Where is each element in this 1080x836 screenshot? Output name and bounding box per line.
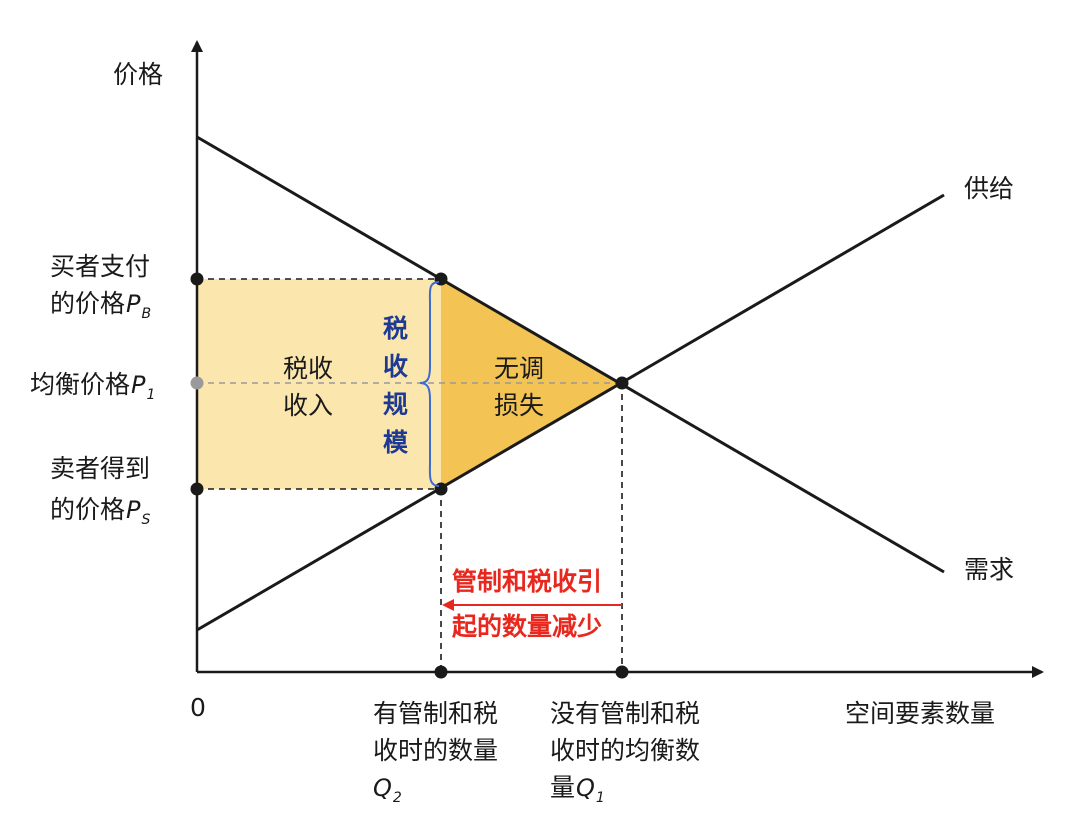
deadweight-loss-label-line2: 损失 <box>494 391 544 420</box>
deadweight-loss-area <box>441 279 622 489</box>
equilibrium-price-label: 均衡价格P1 <box>30 370 155 403</box>
demand-tax-point <box>434 272 448 286</box>
tax-revenue-label-line1: 税收 <box>283 354 333 383</box>
origin-label: 0 <box>190 693 206 722</box>
x-axis-label: 空间要素数量 <box>845 699 995 728</box>
tax-size-char-1: 税 <box>383 314 408 343</box>
q2-label-line2: 收时的数量 <box>373 736 498 765</box>
q2-symbol: Q2 <box>373 774 402 806</box>
seller-price-point <box>190 482 204 496</box>
equilibrium-point <box>615 376 629 390</box>
tax-size-char-2: 收 <box>383 352 408 381</box>
demand-curve <box>196 135 945 574</box>
guide-lines <box>197 278 623 672</box>
quantity-reduction-label-line2: 起的数量减少 <box>452 612 602 641</box>
q1-label-line3: 量Q1 <box>550 773 605 806</box>
y-axis-label: 价格 <box>113 60 163 89</box>
supply-tax-point <box>434 482 448 496</box>
deadweight-loss-label-line1: 无调 <box>494 354 544 383</box>
q2-point <box>434 665 448 679</box>
demand-label: 需求 <box>964 555 1014 584</box>
supply-label: 供给 <box>964 174 1014 203</box>
q1-point <box>615 665 629 679</box>
quantity-reduction-label-line1: 管制和税收引 <box>452 567 602 596</box>
seller-price-label-line1: 卖者得到 <box>50 454 150 483</box>
equilibrium-price-point <box>190 376 204 390</box>
buyer-price-label-line1: 买者支付 <box>50 252 150 281</box>
buyer-price-point <box>190 272 204 286</box>
q2-label-line1: 有管制和税 <box>373 699 498 728</box>
tax-size-brace <box>419 281 440 487</box>
tax-size-char-4: 模 <box>383 428 409 457</box>
supply-curve <box>196 193 945 632</box>
q1-label-line1: 没有管制和税 <box>550 699 700 728</box>
buyer-price-label-line2: 的价格PB <box>50 289 151 322</box>
tax-revenue-label-line2: 收入 <box>283 391 333 420</box>
q1-label-line2: 收时的均衡数 <box>550 736 700 765</box>
tax-size-char-3: 规 <box>383 390 408 419</box>
tax-revenue-area <box>197 279 441 489</box>
seller-price-label-line2: 的价格PS <box>50 495 151 528</box>
